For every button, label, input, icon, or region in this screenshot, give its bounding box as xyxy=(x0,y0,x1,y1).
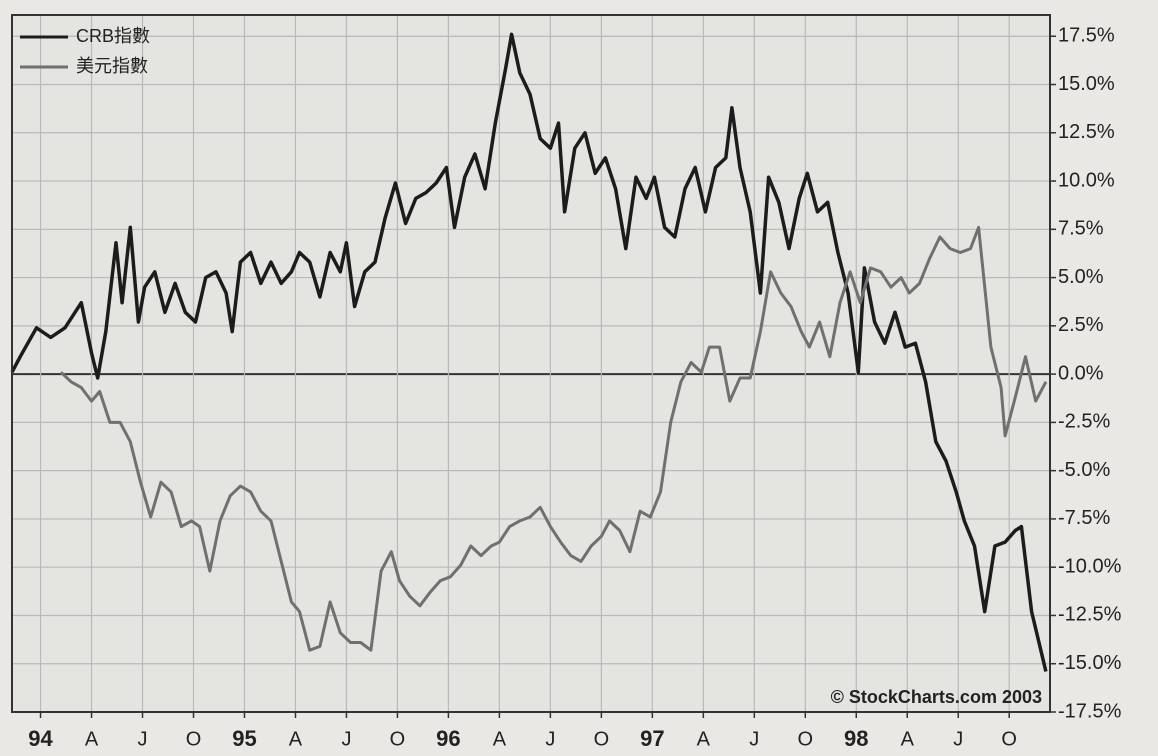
y-tick-label: -17.5% xyxy=(1058,700,1122,722)
series-line xyxy=(10,32,1048,672)
x-tick-label: A xyxy=(493,728,507,750)
legend-label: 美元指數 xyxy=(76,56,148,76)
x-tick-label: 97 xyxy=(640,726,664,751)
y-tick-label: -7.5% xyxy=(1058,507,1110,529)
x-tick-label: J xyxy=(341,728,351,750)
x-tick-label: A xyxy=(901,728,915,750)
x-tick-label: O xyxy=(594,728,610,750)
x-tick-label: O xyxy=(390,728,406,750)
legend-label: CRB指數 xyxy=(76,26,150,46)
series-line xyxy=(59,225,1048,652)
copyright: © StockCharts.com 2003 xyxy=(831,687,1042,707)
plot-area xyxy=(11,14,1051,713)
y-tick-label: 5.0% xyxy=(1058,266,1104,288)
y-tick-label: 10.0% xyxy=(1058,169,1115,191)
x-tick-label: O xyxy=(798,728,814,750)
grid xyxy=(12,15,1050,713)
plot-border xyxy=(11,14,1051,713)
x-tick-label: J xyxy=(749,728,759,750)
y-tick-label: 0.0% xyxy=(1058,362,1104,384)
axes: 17.5% 15.0% 12.5% 10.0% 7.5% 5.0% 2.5% 0.0% -2.5… xyxy=(20,25,1122,751)
x-tick-label: A xyxy=(697,728,711,750)
y-tick-label: -12.5% xyxy=(1058,604,1122,626)
x-tick-label: J xyxy=(138,728,148,750)
lines xyxy=(10,32,1048,672)
y-tick-label: -15.0% xyxy=(1058,652,1122,674)
x-tick-label: J xyxy=(953,728,963,750)
x-tick-label: A xyxy=(85,728,99,750)
y-tick-label: -5.0% xyxy=(1058,459,1110,481)
y-tick-label: 7.5% xyxy=(1058,218,1104,240)
y-tick-label: 15.0% xyxy=(1058,73,1115,95)
x-tick-label: O xyxy=(1001,728,1017,750)
y-tick-label: -10.0% xyxy=(1058,555,1122,577)
y-tick-label: 17.5% xyxy=(1058,25,1115,47)
x-tick-label: J xyxy=(545,728,555,750)
x-tick-label: 96 xyxy=(436,726,460,751)
y-tick-label: 2.5% xyxy=(1058,314,1104,336)
x-tick-label: 98 xyxy=(844,726,868,751)
x-tick-label: A xyxy=(289,728,303,750)
x-tick-label: 95 xyxy=(232,726,256,751)
x-tick-label: O xyxy=(186,728,202,750)
y-tick-label: 12.5% xyxy=(1058,121,1115,143)
x-tick-label: 94 xyxy=(28,726,53,751)
y-tick-label: -2.5% xyxy=(1058,411,1110,433)
